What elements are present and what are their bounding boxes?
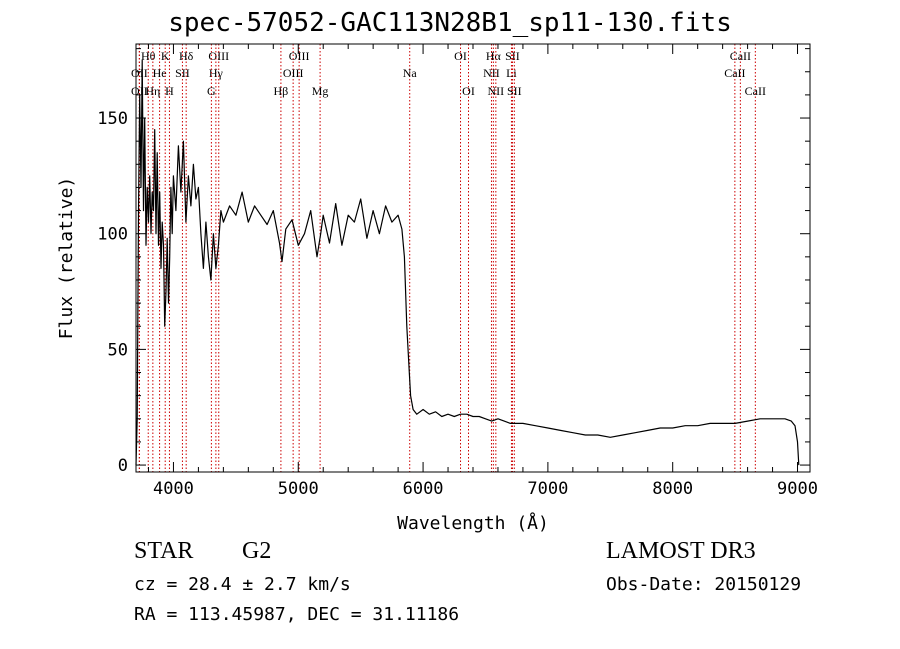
- object-subclass: G2: [242, 538, 272, 564]
- line-marker-label: Hα: [486, 49, 502, 63]
- x-tick-label: 9000: [777, 479, 818, 499]
- line-marker-label: Hη: [145, 84, 160, 98]
- line-marker-label: G: [207, 84, 216, 98]
- line-marker-label: OI: [454, 49, 467, 63]
- line-marker-label: OII: [131, 84, 148, 98]
- line-marker-label: OIII: [283, 66, 304, 80]
- line-marker-label: SII: [505, 49, 520, 63]
- y-tick-label: 150: [97, 109, 128, 129]
- x-tick-label: 8000: [652, 479, 693, 499]
- redshift-text: cz = 28.4 ± 2.7 km/s: [134, 574, 351, 595]
- object-type: STAR: [134, 538, 194, 564]
- line-marker-label: Hθ: [141, 49, 156, 63]
- line-marker-label: CaII: [745, 84, 766, 98]
- line-marker-label: NII: [483, 66, 500, 80]
- coordinates-text: RA = 113.45987, DEC = 31.11186: [134, 604, 460, 625]
- line-marker-label: Na: [403, 66, 418, 80]
- x-tick-label: 7000: [527, 479, 568, 499]
- line-marker-label: Li: [506, 66, 517, 80]
- line-marker-label: OIII: [208, 49, 229, 63]
- line-marker-label: Hδ: [179, 49, 194, 63]
- spectrum-line: [135, 59, 800, 466]
- line-marker-label: CaII: [724, 66, 745, 80]
- x-axis-label: Wavelength (Å): [397, 512, 549, 534]
- line-marker-label: K: [161, 49, 170, 63]
- obs-date-text: Obs-Date: 20150129: [606, 574, 802, 595]
- plot-frame: [135, 43, 811, 473]
- line-marker-label: Hβ: [274, 84, 289, 98]
- survey-name: LAMOST DR3: [606, 538, 756, 564]
- line-marker-label: OI: [462, 84, 475, 98]
- y-tick-label: 100: [97, 225, 128, 245]
- x-tick-label: 6000: [403, 479, 444, 499]
- line-marker-label: Mg: [312, 84, 329, 98]
- line-marker-label: H: [165, 84, 174, 98]
- x-tick-label: 4000: [153, 479, 194, 499]
- y-axis-label: Flux (relative): [56, 177, 77, 340]
- line-marker-label: OIII: [289, 49, 310, 63]
- y-tick-label: 0: [118, 456, 128, 476]
- line-marker-label: CaII: [730, 49, 751, 63]
- x-tick-label: 5000: [278, 479, 319, 499]
- line-marker-label: SII: [507, 84, 522, 98]
- chart-title: spec-57052-GAC113N28B1_sp11-130.fits: [168, 8, 732, 38]
- line-marker-label: SII: [175, 66, 190, 80]
- y-tick-label: 50: [108, 340, 128, 360]
- line-marker-label: He: [153, 66, 167, 80]
- line-marker-label: Hγ: [209, 66, 224, 80]
- line-marker-label: NII: [488, 84, 505, 98]
